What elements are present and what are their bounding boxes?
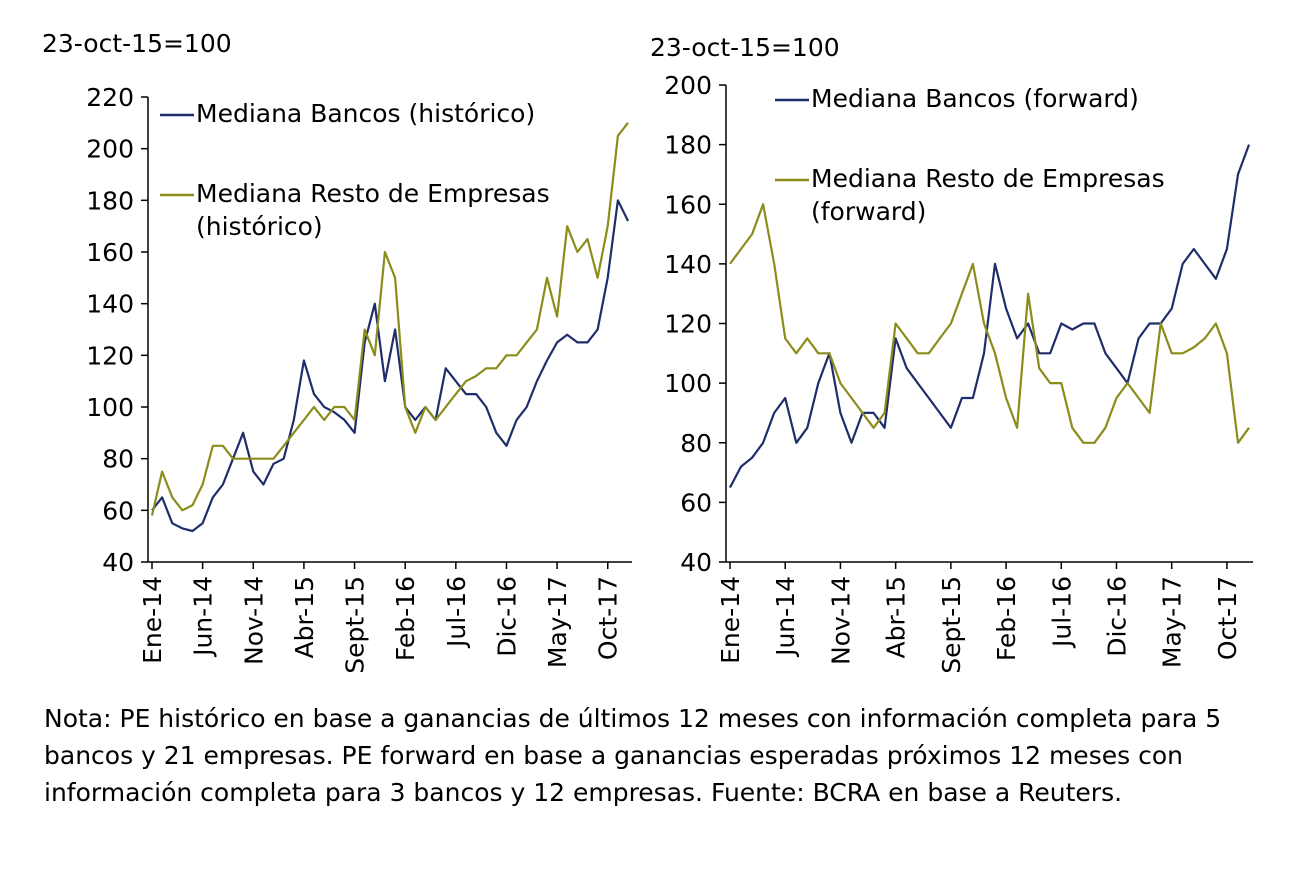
legend-label: Mediana Resto de Empresas (histórico) xyxy=(196,179,550,241)
y-tick-label: 180 xyxy=(86,186,134,215)
x-tick-label: Sept-15 xyxy=(937,576,966,674)
y-tick-label: 200 xyxy=(86,135,134,164)
y-tick-label: 100 xyxy=(86,393,134,422)
y-tick-label: 160 xyxy=(86,238,134,267)
y-tick-label: 60 xyxy=(680,488,712,517)
y-tick-label: 80 xyxy=(680,429,712,458)
legend-label: Mediana Bancos (forward) xyxy=(811,84,1139,113)
legend-item: Mediana Resto de Empresas (forward) xyxy=(811,164,1165,226)
y-tick-label: 120 xyxy=(86,341,134,370)
y-tick-label: 60 xyxy=(102,496,134,525)
x-tick-label: May-17 xyxy=(1158,576,1187,668)
y-tick-label: 80 xyxy=(102,445,134,474)
data-line xyxy=(729,144,1251,489)
y-tick-label: 220 xyxy=(86,83,134,112)
x-tick-label: Oct-17 xyxy=(1213,576,1242,660)
x-tick-label: Jul-16 xyxy=(442,576,471,649)
y-tick-label: 200 xyxy=(664,71,712,100)
y-tick-label: 40 xyxy=(102,548,134,577)
legend-item: Mediana Bancos (forward) xyxy=(811,84,1139,113)
x-tick-label: Ene-14 xyxy=(138,576,167,664)
data-line xyxy=(729,203,1250,444)
x-tick-label: Nov-14 xyxy=(826,576,855,665)
x-tick-label: Abr-15 xyxy=(882,576,911,658)
x-tick-label: Nov-14 xyxy=(239,576,268,665)
y-tick-label: 140 xyxy=(664,250,712,279)
x-tick-label: Jul-16 xyxy=(1047,576,1076,649)
y-axis-label: 23-oct-15=100 xyxy=(42,29,232,58)
y-tick-label: 120 xyxy=(664,310,712,339)
x-tick-label: Jun-14 xyxy=(189,576,218,658)
charts: 23-oct-15=100 40 60 80 100 120 140 160 180 200 220… xyxy=(42,29,1253,674)
x-tick-label: Dic-16 xyxy=(1102,576,1131,657)
legend-item: Mediana Resto de Empresas (histórico) xyxy=(196,179,550,241)
legend-label: Mediana Bancos (histórico) xyxy=(196,99,536,128)
data-line xyxy=(150,122,629,516)
x-tick-label: Ene-14 xyxy=(716,576,745,664)
note: Nota: PE histórico en base a ganancias d… xyxy=(44,704,1222,807)
data-line xyxy=(151,199,629,533)
legend-item: Mediana Bancos (histórico) xyxy=(196,99,536,128)
x-tick-label: Sept-15 xyxy=(341,576,370,674)
x-tick-label: Feb-16 xyxy=(391,576,420,661)
y-axis-label: 23-oct-15=100 xyxy=(650,33,840,62)
y-tick-label: 100 xyxy=(664,369,712,398)
x-tick-label: Abr-15 xyxy=(290,576,319,658)
x-tick-label: Oct-17 xyxy=(594,576,623,660)
x-tick-label: Jun-14 xyxy=(771,576,800,658)
y-tick-label: 140 xyxy=(86,290,134,319)
x-tick-label: Feb-16 xyxy=(992,576,1021,661)
x-tick-label: Dic-16 xyxy=(492,576,521,657)
x-tick-label: May-17 xyxy=(543,576,572,668)
legend-label: Mediana Resto de Empresas (forward) xyxy=(811,164,1165,226)
y-tick-label: 40 xyxy=(680,548,712,577)
y-tick-label: 160 xyxy=(664,190,712,219)
y-tick-label: 180 xyxy=(664,131,712,160)
